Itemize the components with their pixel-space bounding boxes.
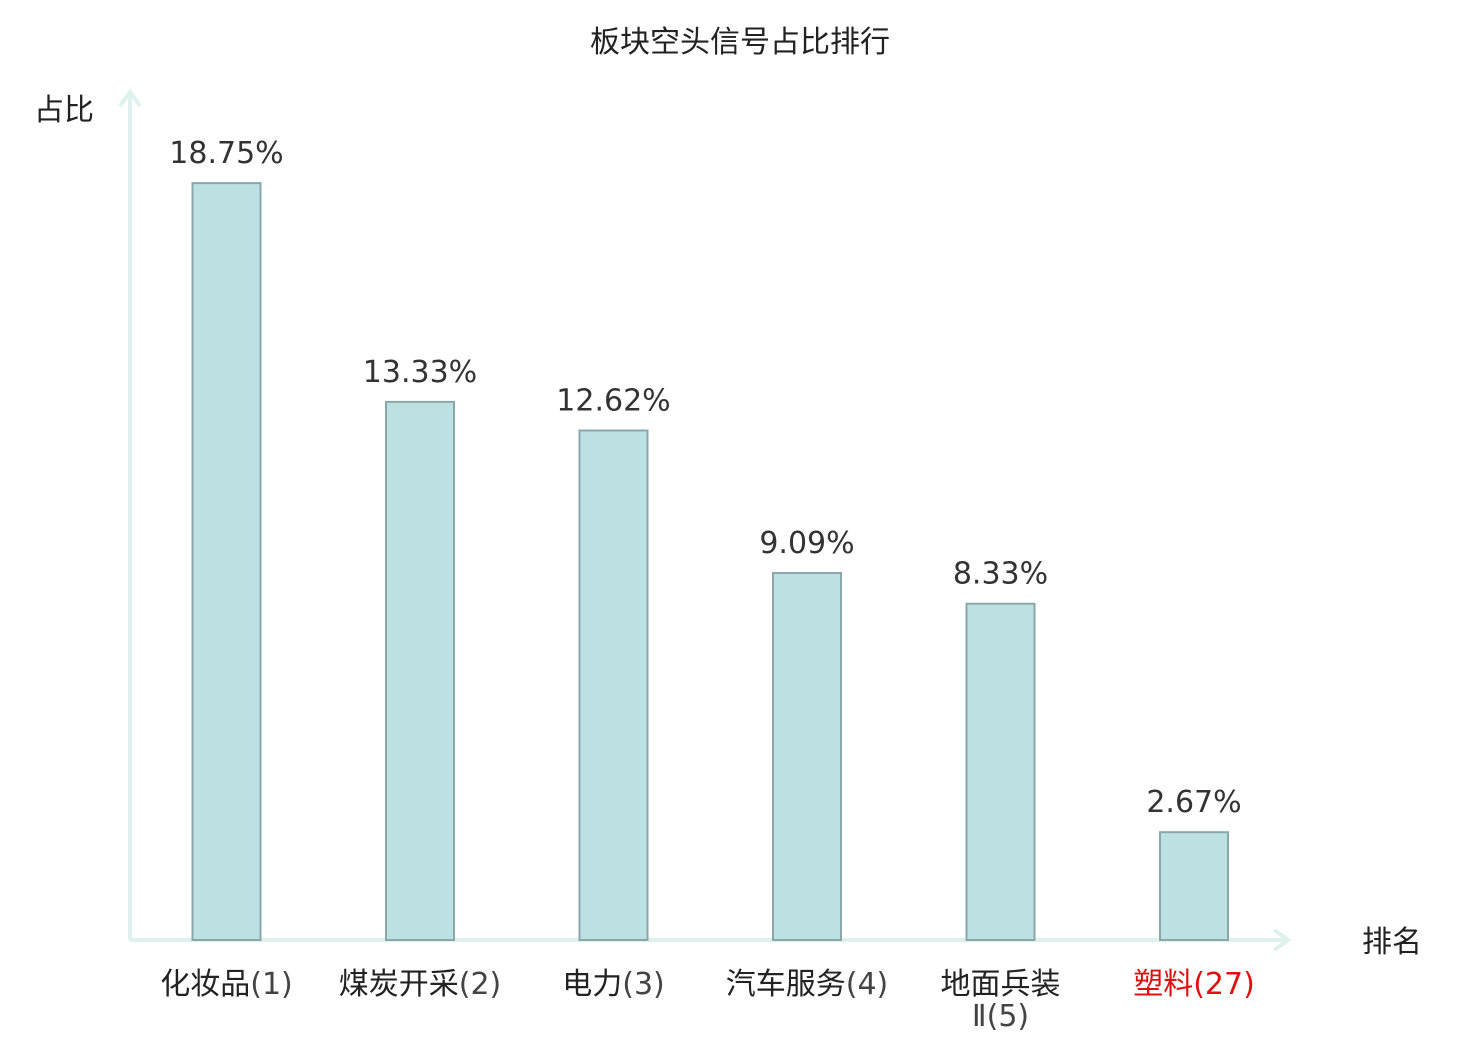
category-label-6: 塑料(27)	[1133, 967, 1255, 1002]
category-name-line2: Ⅱ(5)	[972, 999, 1029, 1034]
category-rank: (2)	[459, 967, 502, 1002]
bar-4	[772, 572, 842, 941]
bars	[191, 182, 1229, 942]
x-axis	[130, 928, 1292, 952]
x-axis-label: 排名	[1362, 925, 1422, 960]
y-axis-label: 占比	[34, 93, 94, 128]
bar-3	[578, 429, 649, 941]
bar-5	[965, 602, 1036, 941]
category-name: 化妆品	[160, 967, 250, 1002]
bar-2	[385, 400, 455, 941]
category-name: 地面兵装	[941, 967, 1061, 1002]
value-labels: 18.75% 13.33% 12.62% 9.09% 8.33% 2.67%	[169, 136, 1241, 820]
category-name: 塑料	[1133, 967, 1193, 1002]
value-label-2: 13.33%	[363, 355, 477, 390]
value-label-1: 18.75%	[169, 136, 283, 171]
bar-6	[1159, 831, 1229, 942]
category-rank: (1)	[250, 967, 293, 1002]
y-axis	[118, 88, 142, 940]
value-label-6: 2.67%	[1146, 785, 1241, 820]
value-label-3: 12.62%	[556, 384, 670, 419]
category-label-5: 地面兵装 Ⅱ(5)	[941, 967, 1061, 1034]
category-label-3: 电力(3)	[562, 967, 665, 1002]
category-label-4: 汽车服务(4)	[726, 967, 889, 1002]
value-label-4: 9.09%	[759, 526, 854, 561]
chart-title: 板块空头信号占比排行	[590, 25, 890, 60]
category-name: 煤炭开采	[339, 967, 459, 1002]
bar-1	[191, 182, 262, 942]
category-label-2: 煤炭开采(2)	[339, 967, 502, 1002]
category-rank: (4)	[846, 967, 889, 1002]
category-label-1: 化妆品(1)	[160, 967, 293, 1002]
category-labels: 化妆品(1) 煤炭开采(2) 电力(3) 汽车服务(4) 地面兵装 Ⅱ(5) 塑料(27)	[160, 967, 1255, 1034]
category-name: 电力	[562, 967, 622, 1002]
category-rank: (3)	[622, 967, 665, 1002]
category-name: 汽车服务	[726, 967, 846, 1002]
category-rank: (27)	[1193, 967, 1255, 1002]
value-label-5: 8.33%	[953, 557, 1048, 592]
